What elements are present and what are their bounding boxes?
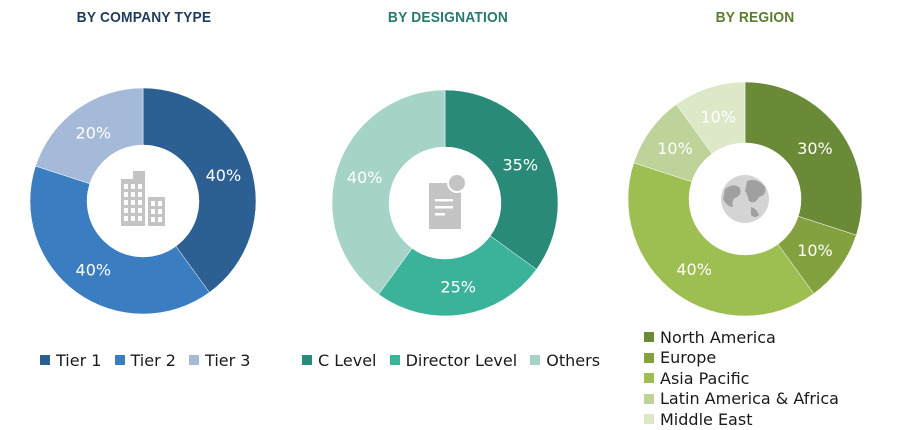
slice-value-label: 40% <box>76 260 112 279</box>
legend-label: Middle East <box>660 409 753 429</box>
legend-item-tier-1: Tier 1 <box>40 351 101 370</box>
slice-value-label: 10% <box>797 241 833 260</box>
legend-label: Latin America & Africa <box>660 389 839 409</box>
certificate-document-icon <box>429 173 467 229</box>
donut-chart-region: 30% 10% 40% 10% 10% <box>627 81 863 317</box>
chart-title: BY COMPANY TYPE <box>76 9 212 26</box>
legend-swatch <box>644 352 654 363</box>
slice-value-label: 25% <box>440 277 476 296</box>
globe-icon <box>721 175 769 223</box>
legend-swatch <box>644 414 654 425</box>
legend-label: Europe <box>660 348 717 368</box>
legend-item-europe: Europe <box>644 348 839 369</box>
legend-item-tier-3: Tier 3 <box>189 351 250 370</box>
legend-swatch <box>114 355 125 365</box>
donut-slice <box>29 165 210 315</box>
slice-value-label: 10% <box>700 108 736 127</box>
legend-swatch <box>40 355 50 365</box>
donut-slice <box>331 89 446 295</box>
chart-title: BY DESIGNATION <box>387 9 509 26</box>
legend-label: Director Level <box>405 350 518 370</box>
legend-item-c-level: C Level <box>302 351 377 370</box>
chart-panel-company-type: BY COMPANY TYPE 40% 40% 20% Tier 1 Tier 2 … <box>0 0 288 429</box>
legend: C Level Director Level Others <box>302 350 608 370</box>
legend-item-latin-america-africa: Latin America & Africa <box>644 389 839 410</box>
legend-label: Tier 3 <box>205 350 251 370</box>
donut-slice <box>627 162 815 317</box>
slice-value-label: 40% <box>676 260 712 279</box>
legend-item-middle-east: Middle East <box>644 409 839 430</box>
legend-item-others: Others <box>530 351 600 370</box>
legend-swatch <box>189 355 200 365</box>
legend-label: C Level <box>318 350 377 370</box>
donut-slice <box>142 87 257 293</box>
legend-item-north-america: North America <box>644 327 839 348</box>
donut-slice <box>744 81 863 236</box>
legend-label: Tier 1 <box>56 350 102 370</box>
slice-value-label: 35% <box>503 156 539 175</box>
donut-slice <box>675 81 746 155</box>
legend-swatch <box>644 393 654 404</box>
donut-chart-designation: 35% 25% 40% <box>331 89 559 317</box>
office-buildings-icon <box>121 171 165 226</box>
slice-value-label: 40% <box>206 166 242 185</box>
legend-swatch <box>644 373 654 384</box>
legend-item-tier-2: Tier 2 <box>114 350 176 370</box>
legend-item-director-level: Director Level <box>389 350 518 370</box>
legend: Tier 1 Tier 2 Tier 3 <box>40 350 258 370</box>
chart-panel-designation: BY DESIGNATION 35% 25% 40% C Level Directo… <box>298 0 600 429</box>
donut-slice <box>378 235 537 317</box>
donut-slice <box>444 89 559 270</box>
legend-swatch <box>530 355 541 365</box>
donut-chart-company-type: 40% 40% 20% <box>29 87 257 315</box>
legend-label: Tier 2 <box>130 350 176 370</box>
slice-value-label: 40% <box>347 168 383 187</box>
slice-value-label: 30% <box>797 139 833 158</box>
legend-label: Others <box>546 350 601 370</box>
legend-swatch <box>644 332 654 343</box>
chart-panel-region: BY REGION 30% 10% 40% 10% 10% North America … <box>610 0 900 429</box>
legend: North America Europe Asia Pacific Latin … <box>644 327 839 430</box>
legend-label: North America <box>660 327 776 347</box>
legend-swatch <box>389 355 400 365</box>
legend-swatch <box>302 355 312 365</box>
legend-label: Asia Pacific <box>660 368 750 388</box>
slice-value-label: 10% <box>657 139 693 158</box>
legend-item-asia-pacific: Asia Pacific <box>644 368 839 389</box>
donut-slice <box>35 87 144 185</box>
slice-value-label: 20% <box>76 124 112 143</box>
chart-title: BY REGION <box>715 9 795 26</box>
